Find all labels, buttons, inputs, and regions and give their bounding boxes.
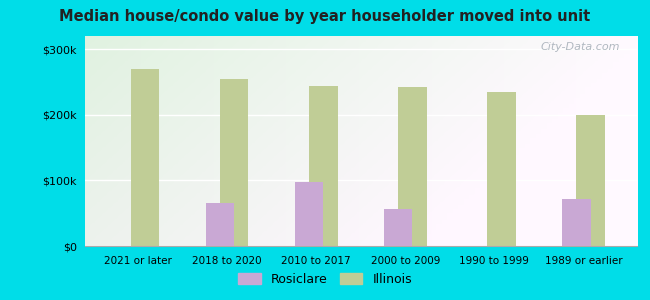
Bar xyxy=(384,208,413,246)
Bar xyxy=(309,86,337,246)
Bar xyxy=(220,79,248,246)
Bar xyxy=(205,203,234,246)
Bar xyxy=(295,182,323,246)
Bar xyxy=(131,69,159,246)
Bar xyxy=(488,92,516,246)
Bar xyxy=(577,115,605,246)
Bar xyxy=(398,87,426,246)
Text: City-Data.com: City-Data.com xyxy=(541,42,620,52)
Text: Median house/condo value by year householder moved into unit: Median house/condo value by year househo… xyxy=(59,9,591,24)
Bar xyxy=(562,199,591,246)
Legend: Rosiclare, Illinois: Rosiclare, Illinois xyxy=(233,268,417,291)
